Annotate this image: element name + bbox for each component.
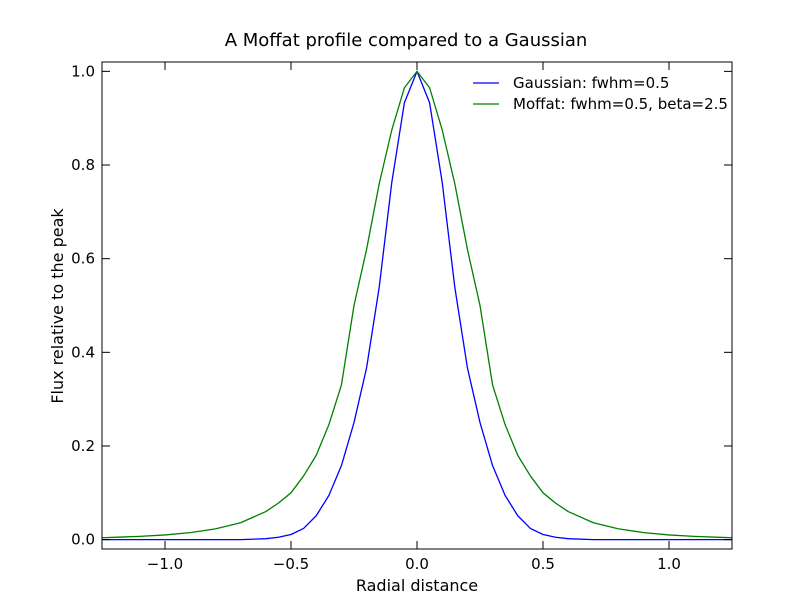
y-tick-label: 0.2 xyxy=(71,437,95,455)
x-tick-label: −0.5 xyxy=(273,555,309,573)
y-tick-label: 0.4 xyxy=(71,343,95,361)
chart-title: A Moffat profile compared to a Gaussian xyxy=(225,30,588,51)
x-axis-label: Radial distance xyxy=(356,576,478,595)
y-tick-label: 0.8 xyxy=(71,156,95,174)
legend-label-2: Moffat: fwhm=0.5, beta=2.5 xyxy=(513,95,728,113)
x-axis: −1.0 −0.5 0.0 0.5 1.0 xyxy=(147,62,681,573)
legend-label-1: Gaussian: fwhm=0.5 xyxy=(513,74,669,92)
x-tick-label: 1.0 xyxy=(657,555,681,573)
legend: Gaussian: fwhm=0.5 Moffat: fwhm=0.5, beta… xyxy=(473,74,728,113)
y-tick-label: 0.6 xyxy=(71,250,95,268)
x-tick-label: 0.0 xyxy=(405,555,429,573)
y-axis: 0.0 0.2 0.4 0.6 0.8 1.0 xyxy=(71,62,732,549)
y-tick-label: 0.0 xyxy=(71,531,95,549)
x-tick-label: 0.5 xyxy=(531,555,555,573)
plot-lines xyxy=(101,70,733,541)
x-tick-label: −1.0 xyxy=(147,555,183,573)
y-axis-label: Flux relative to the peak xyxy=(48,208,67,404)
y-tick-label: 1.0 xyxy=(71,62,95,80)
series-line-2 xyxy=(101,70,733,539)
